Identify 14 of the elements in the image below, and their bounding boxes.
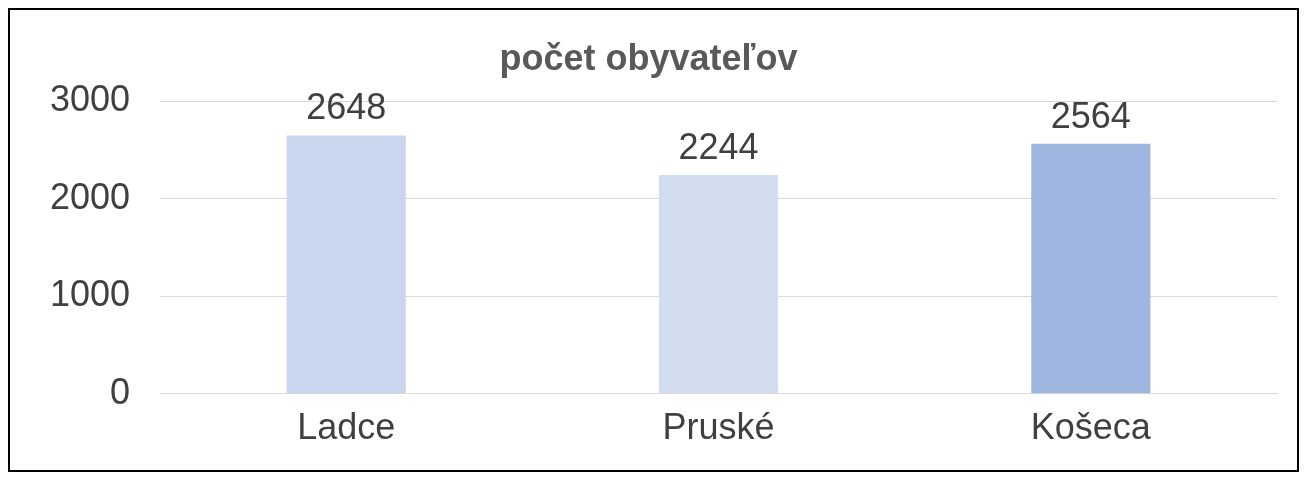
y-tick-label: 2000 <box>49 175 131 217</box>
x-tick-label: Ladce <box>297 406 396 448</box>
x-tick-label: Košeca <box>1030 406 1152 448</box>
y-tick-label: 3000 <box>49 78 131 120</box>
y-tick-label: 0 <box>110 370 131 412</box>
chart-title: počet obyvateľov <box>499 36 798 78</box>
bar <box>658 174 779 394</box>
data-label: 2648 <box>306 86 387 128</box>
bar <box>1031 143 1151 394</box>
y-tick-label: 1000 <box>49 273 131 315</box>
data-label: 2564 <box>1050 94 1131 136</box>
bar <box>286 135 406 394</box>
x-tick-label: Pruské <box>662 406 775 448</box>
data-label: 2244 <box>678 125 759 167</box>
